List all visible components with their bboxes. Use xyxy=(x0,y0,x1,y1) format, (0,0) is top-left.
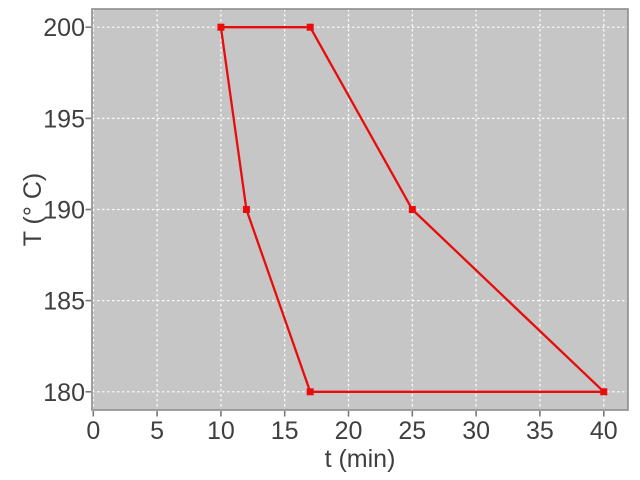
data-point-marker xyxy=(217,23,225,31)
x-tick-label: 35 xyxy=(526,417,554,445)
y-tick-label: 180 xyxy=(43,379,85,407)
x-tick-label: 10 xyxy=(207,417,235,445)
x-tick-label: 30 xyxy=(462,417,490,445)
data-point-marker xyxy=(306,388,314,396)
y-axis-title: T (° C) xyxy=(19,173,47,246)
y-tick-label: 200 xyxy=(43,14,85,42)
x-tick-label: 0 xyxy=(86,417,100,445)
data-point-marker xyxy=(306,23,314,31)
x-axis-title: t (min) xyxy=(325,445,396,473)
y-tick-label: 185 xyxy=(43,288,85,316)
x-tick-label: 15 xyxy=(271,417,299,445)
plot-border xyxy=(91,8,629,411)
data-point-marker xyxy=(408,206,416,213)
x-tick-label: 25 xyxy=(398,417,426,445)
x-tick-label: 40 xyxy=(590,417,618,445)
y-tick-label: 195 xyxy=(43,105,85,133)
y-tick-label: 190 xyxy=(43,197,85,225)
x-tick-label: 20 xyxy=(335,417,363,445)
x-tick-label: 5 xyxy=(150,417,164,445)
data-point-marker xyxy=(242,206,250,213)
data-point-marker xyxy=(600,388,608,396)
